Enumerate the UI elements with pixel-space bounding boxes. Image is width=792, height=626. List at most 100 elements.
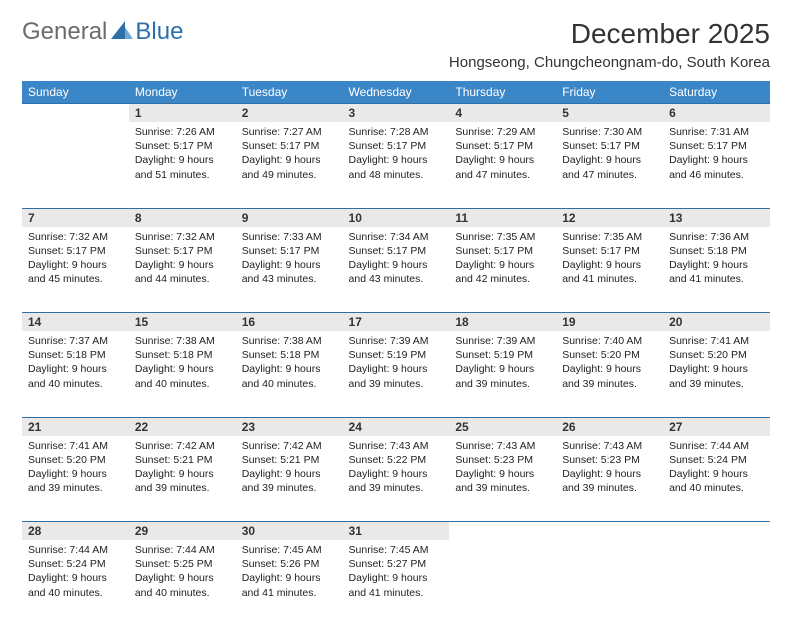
daylight-line: Daylight: 9 hours and 40 minutes. xyxy=(28,571,123,599)
daylight-line: Daylight: 9 hours and 39 minutes. xyxy=(562,362,657,390)
day-number: 12 xyxy=(556,208,663,227)
day-number: 4 xyxy=(449,104,556,123)
day-number-empty xyxy=(556,522,663,541)
day-cell: Sunrise: 7:44 AMSunset: 5:24 PMDaylight:… xyxy=(22,540,129,626)
day-number-row: 78910111213 xyxy=(22,208,770,227)
weekday-header: Friday xyxy=(556,81,663,104)
daylight-line: Daylight: 9 hours and 41 minutes. xyxy=(669,258,764,286)
sunset-line: Sunset: 5:19 PM xyxy=(349,348,444,362)
daylight-line: Daylight: 9 hours and 39 minutes. xyxy=(242,467,337,495)
day-number: 27 xyxy=(663,417,770,436)
sunset-line: Sunset: 5:17 PM xyxy=(135,244,230,258)
sunset-line: Sunset: 5:17 PM xyxy=(349,244,444,258)
day-body-row: Sunrise: 7:37 AMSunset: 5:18 PMDaylight:… xyxy=(22,331,770,417)
sunrise-line: Sunrise: 7:45 AM xyxy=(349,543,444,557)
sunset-line: Sunset: 5:17 PM xyxy=(28,244,123,258)
sunrise-line: Sunrise: 7:40 AM xyxy=(562,334,657,348)
day-number: 14 xyxy=(22,313,129,332)
day-cell: Sunrise: 7:41 AMSunset: 5:20 PMDaylight:… xyxy=(22,436,129,522)
day-number: 26 xyxy=(556,417,663,436)
daylight-line: Daylight: 9 hours and 40 minutes. xyxy=(135,571,230,599)
day-number-row: 28293031 xyxy=(22,522,770,541)
sunset-line: Sunset: 5:17 PM xyxy=(242,139,337,153)
day-cell: Sunrise: 7:26 AMSunset: 5:17 PMDaylight:… xyxy=(129,122,236,208)
day-number: 24 xyxy=(343,417,450,436)
day-cell-body: Sunrise: 7:39 AMSunset: 5:19 PMDaylight:… xyxy=(449,331,556,397)
sunrise-line: Sunrise: 7:43 AM xyxy=(562,439,657,453)
sunrise-line: Sunrise: 7:45 AM xyxy=(242,543,337,557)
day-cell: Sunrise: 7:38 AMSunset: 5:18 PMDaylight:… xyxy=(129,331,236,417)
day-cell-body: Sunrise: 7:35 AMSunset: 5:17 PMDaylight:… xyxy=(449,227,556,293)
daylight-line: Daylight: 9 hours and 40 minutes. xyxy=(135,362,230,390)
day-cell: Sunrise: 7:43 AMSunset: 5:23 PMDaylight:… xyxy=(556,436,663,522)
day-number: 23 xyxy=(236,417,343,436)
day-number: 28 xyxy=(22,522,129,541)
day-cell-body: Sunrise: 7:37 AMSunset: 5:18 PMDaylight:… xyxy=(22,331,129,397)
day-number: 11 xyxy=(449,208,556,227)
day-cell-body: Sunrise: 7:32 AMSunset: 5:17 PMDaylight:… xyxy=(129,227,236,293)
day-number: 3 xyxy=(343,104,450,123)
daylight-line: Daylight: 9 hours and 51 minutes. xyxy=(135,153,230,181)
daylight-line: Daylight: 9 hours and 39 minutes. xyxy=(28,467,123,495)
daylight-line: Daylight: 9 hours and 46 minutes. xyxy=(669,153,764,181)
day-cell: Sunrise: 7:43 AMSunset: 5:22 PMDaylight:… xyxy=(343,436,450,522)
day-number: 29 xyxy=(129,522,236,541)
sunrise-line: Sunrise: 7:27 AM xyxy=(242,125,337,139)
day-cell: Sunrise: 7:44 AMSunset: 5:24 PMDaylight:… xyxy=(663,436,770,522)
sunrise-line: Sunrise: 7:44 AM xyxy=(28,543,123,557)
day-cell-body: Sunrise: 7:38 AMSunset: 5:18 PMDaylight:… xyxy=(129,331,236,397)
sunrise-line: Sunrise: 7:34 AM xyxy=(349,230,444,244)
daylight-line: Daylight: 9 hours and 40 minutes. xyxy=(669,467,764,495)
daylight-line: Daylight: 9 hours and 41 minutes. xyxy=(562,258,657,286)
day-cell-body: Sunrise: 7:28 AMSunset: 5:17 PMDaylight:… xyxy=(343,122,450,188)
sunrise-line: Sunrise: 7:39 AM xyxy=(455,334,550,348)
day-cell-body: Sunrise: 7:44 AMSunset: 5:24 PMDaylight:… xyxy=(22,540,129,606)
day-number: 31 xyxy=(343,522,450,541)
day-number: 10 xyxy=(343,208,450,227)
sunrise-line: Sunrise: 7:38 AM xyxy=(242,334,337,348)
day-cell-empty xyxy=(449,540,556,626)
daylight-line: Daylight: 9 hours and 39 minutes. xyxy=(455,362,550,390)
daylight-line: Daylight: 9 hours and 43 minutes. xyxy=(349,258,444,286)
day-cell-body: Sunrise: 7:42 AMSunset: 5:21 PMDaylight:… xyxy=(129,436,236,502)
day-cell: Sunrise: 7:45 AMSunset: 5:26 PMDaylight:… xyxy=(236,540,343,626)
day-cell-body: Sunrise: 7:43 AMSunset: 5:22 PMDaylight:… xyxy=(343,436,450,502)
sunrise-line: Sunrise: 7:26 AM xyxy=(135,125,230,139)
day-cell: Sunrise: 7:32 AMSunset: 5:17 PMDaylight:… xyxy=(22,227,129,313)
day-number: 8 xyxy=(129,208,236,227)
day-cell: Sunrise: 7:39 AMSunset: 5:19 PMDaylight:… xyxy=(343,331,450,417)
title-block: December 2025 Hongseong, Chungcheongnam-… xyxy=(449,18,770,71)
sunrise-line: Sunrise: 7:37 AM xyxy=(28,334,123,348)
day-cell-empty xyxy=(556,540,663,626)
daylight-line: Daylight: 9 hours and 39 minutes. xyxy=(135,467,230,495)
daylight-line: Daylight: 9 hours and 47 minutes. xyxy=(562,153,657,181)
day-cell-body: Sunrise: 7:30 AMSunset: 5:17 PMDaylight:… xyxy=(556,122,663,188)
sunset-line: Sunset: 5:18 PM xyxy=(28,348,123,362)
sunrise-line: Sunrise: 7:33 AM xyxy=(242,230,337,244)
daylight-line: Daylight: 9 hours and 48 minutes. xyxy=(349,153,444,181)
daylight-line: Daylight: 9 hours and 43 minutes. xyxy=(242,258,337,286)
sunset-line: Sunset: 5:20 PM xyxy=(28,453,123,467)
day-cell-body: Sunrise: 7:36 AMSunset: 5:18 PMDaylight:… xyxy=(663,227,770,293)
sunset-line: Sunset: 5:18 PM xyxy=(135,348,230,362)
sunrise-line: Sunrise: 7:35 AM xyxy=(455,230,550,244)
day-cell-body: Sunrise: 7:44 AMSunset: 5:24 PMDaylight:… xyxy=(663,436,770,502)
sunset-line: Sunset: 5:20 PM xyxy=(562,348,657,362)
daylight-line: Daylight: 9 hours and 49 minutes. xyxy=(242,153,337,181)
sunrise-line: Sunrise: 7:39 AM xyxy=(349,334,444,348)
day-number-empty xyxy=(449,522,556,541)
day-cell: Sunrise: 7:44 AMSunset: 5:25 PMDaylight:… xyxy=(129,540,236,626)
day-number: 21 xyxy=(22,417,129,436)
day-number: 6 xyxy=(663,104,770,123)
logo-text-blue: Blue xyxy=(135,18,183,46)
day-number: 25 xyxy=(449,417,556,436)
day-cell-body: Sunrise: 7:39 AMSunset: 5:19 PMDaylight:… xyxy=(343,331,450,397)
day-cell-body: Sunrise: 7:26 AMSunset: 5:17 PMDaylight:… xyxy=(129,122,236,188)
weekday-header: Wednesday xyxy=(343,81,450,104)
day-cell-body: Sunrise: 7:45 AMSunset: 5:27 PMDaylight:… xyxy=(343,540,450,606)
sunset-line: Sunset: 5:24 PM xyxy=(669,453,764,467)
sunrise-line: Sunrise: 7:41 AM xyxy=(28,439,123,453)
day-body-row: Sunrise: 7:32 AMSunset: 5:17 PMDaylight:… xyxy=(22,227,770,313)
weekday-header-row: SundayMondayTuesdayWednesdayThursdayFrid… xyxy=(22,81,770,104)
day-cell-empty xyxy=(22,122,129,208)
